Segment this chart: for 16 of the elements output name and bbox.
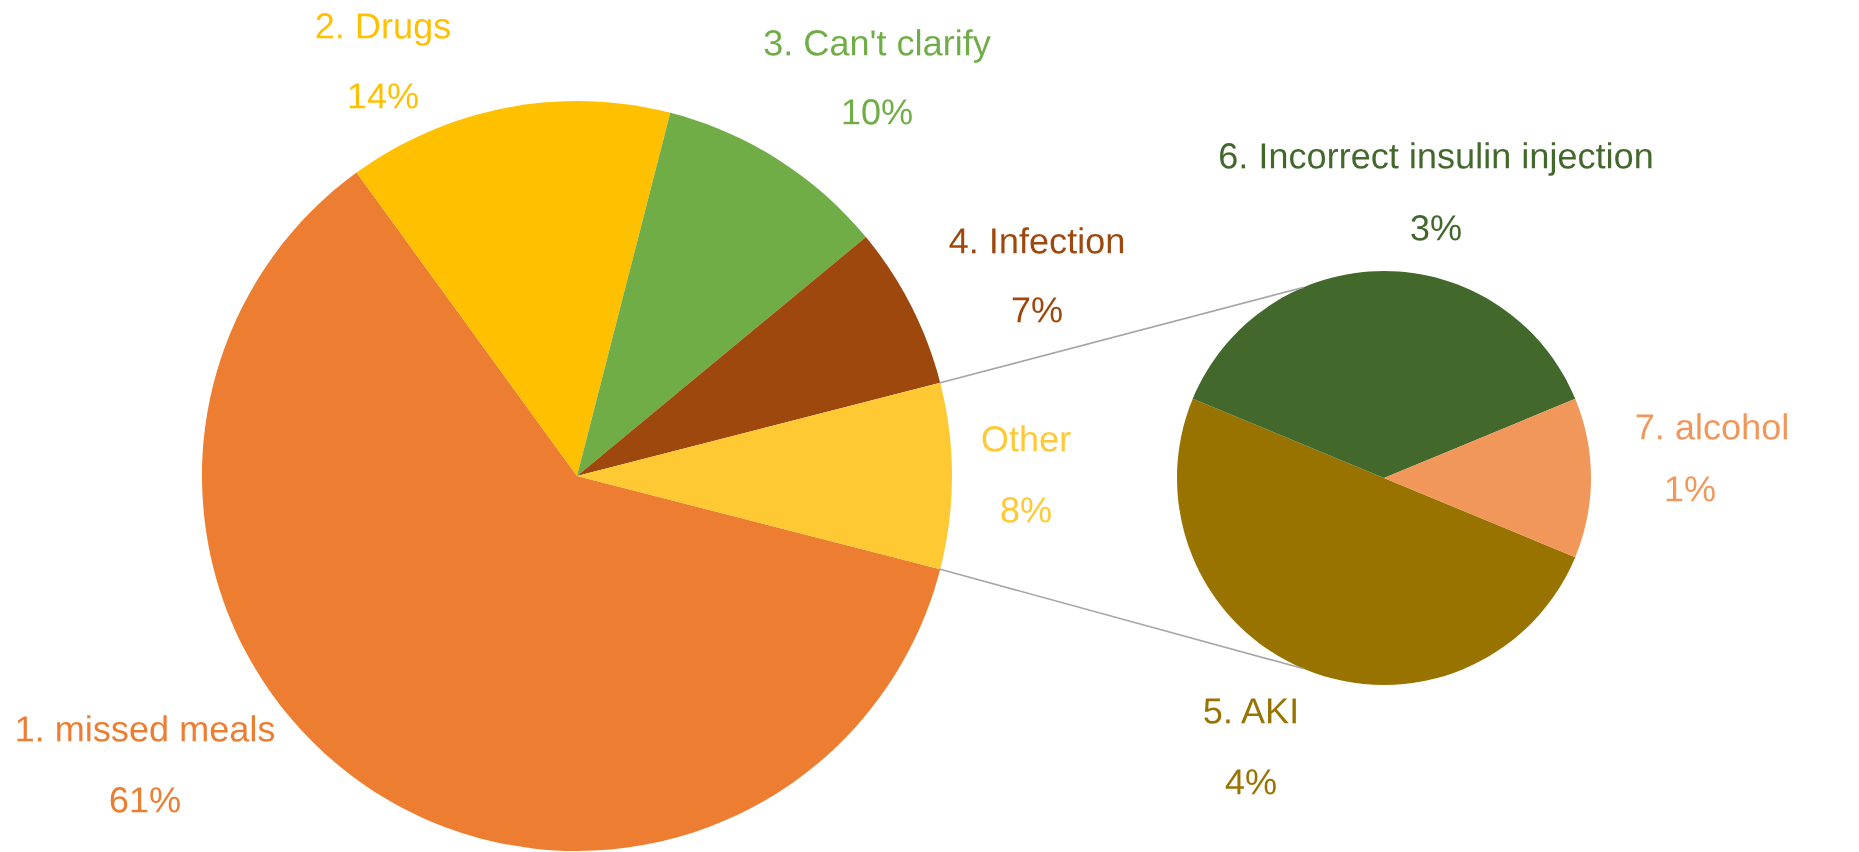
slice-label: 4. Infection [949, 227, 1123, 254]
data-label: 3% [1411, 215, 1461, 241]
data-label: 8% [1001, 497, 1051, 523]
slice-label: 7. alcohol [1636, 413, 1787, 440]
data-label: 61% [110, 787, 180, 813]
slice-label: 1. missed meals [17, 715, 275, 742]
data-label: 10% [843, 99, 912, 125]
data-label: 7% [1012, 297, 1062, 323]
data-label: 1% [1666, 476, 1715, 502]
data-label: 4% [1225, 769, 1276, 795]
slice-label: 3. Can't clarify [764, 29, 991, 63]
slice-label: 6. Incorrect insulin injection [1220, 142, 1652, 176]
slice-label: 2. Drugs [316, 13, 450, 46]
slice-label: 5. AKI [1204, 698, 1296, 724]
slice-label: Other [982, 425, 1071, 452]
data-label: 14% [349, 83, 418, 109]
